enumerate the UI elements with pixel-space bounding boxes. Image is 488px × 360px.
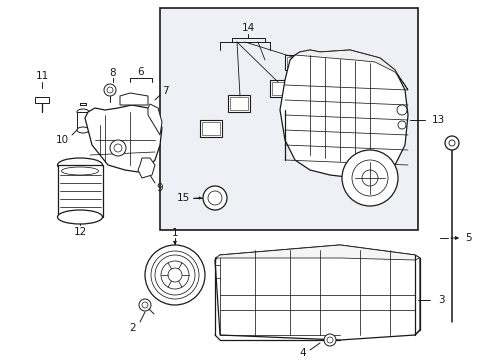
- Text: 8: 8: [109, 68, 116, 78]
- Circle shape: [151, 251, 199, 299]
- Bar: [271, 82, 289, 95]
- Text: 13: 13: [430, 115, 444, 125]
- Polygon shape: [215, 245, 419, 340]
- Text: 12: 12: [73, 227, 86, 237]
- Polygon shape: [269, 80, 291, 97]
- Text: 14: 14: [241, 23, 254, 33]
- Text: 11: 11: [35, 71, 48, 81]
- Circle shape: [361, 170, 377, 186]
- Circle shape: [326, 337, 332, 343]
- Polygon shape: [200, 120, 222, 137]
- Circle shape: [107, 87, 113, 93]
- Bar: [160, 8, 417, 230]
- Circle shape: [114, 144, 122, 152]
- Polygon shape: [280, 50, 407, 178]
- Circle shape: [145, 245, 204, 305]
- Circle shape: [161, 261, 189, 289]
- Circle shape: [324, 334, 335, 346]
- Text: 5: 5: [465, 233, 471, 243]
- Circle shape: [142, 302, 148, 308]
- Circle shape: [207, 191, 222, 205]
- Text: 7: 7: [162, 86, 168, 96]
- Circle shape: [448, 140, 454, 146]
- Bar: [286, 57, 305, 68]
- Text: 9: 9: [156, 183, 163, 193]
- Circle shape: [139, 299, 151, 311]
- Text: 4: 4: [299, 348, 305, 358]
- Circle shape: [104, 84, 116, 96]
- Text: 10: 10: [55, 135, 68, 145]
- Ellipse shape: [77, 109, 89, 115]
- Polygon shape: [227, 95, 249, 112]
- Ellipse shape: [58, 158, 102, 172]
- Circle shape: [396, 105, 406, 115]
- Ellipse shape: [58, 210, 102, 224]
- Polygon shape: [35, 97, 49, 103]
- Polygon shape: [85, 105, 162, 172]
- Polygon shape: [148, 104, 162, 135]
- Circle shape: [444, 136, 458, 150]
- Polygon shape: [120, 93, 148, 105]
- Bar: [77, 112, 89, 130]
- Circle shape: [397, 121, 405, 129]
- Ellipse shape: [77, 127, 89, 133]
- Circle shape: [168, 268, 182, 282]
- Bar: [229, 97, 247, 110]
- Circle shape: [341, 150, 397, 206]
- Circle shape: [110, 140, 126, 156]
- Ellipse shape: [61, 167, 98, 175]
- Polygon shape: [138, 158, 155, 178]
- Text: 1: 1: [171, 228, 178, 238]
- Text: 15: 15: [176, 193, 189, 203]
- Polygon shape: [285, 55, 306, 70]
- Circle shape: [351, 160, 387, 196]
- Circle shape: [203, 186, 226, 210]
- Bar: [58, 165, 103, 217]
- Circle shape: [155, 255, 195, 295]
- Text: 3: 3: [437, 295, 444, 305]
- Polygon shape: [215, 245, 419, 260]
- Bar: [202, 122, 220, 135]
- Text: 2: 2: [129, 323, 136, 333]
- Text: 6: 6: [138, 67, 144, 77]
- Polygon shape: [294, 50, 407, 90]
